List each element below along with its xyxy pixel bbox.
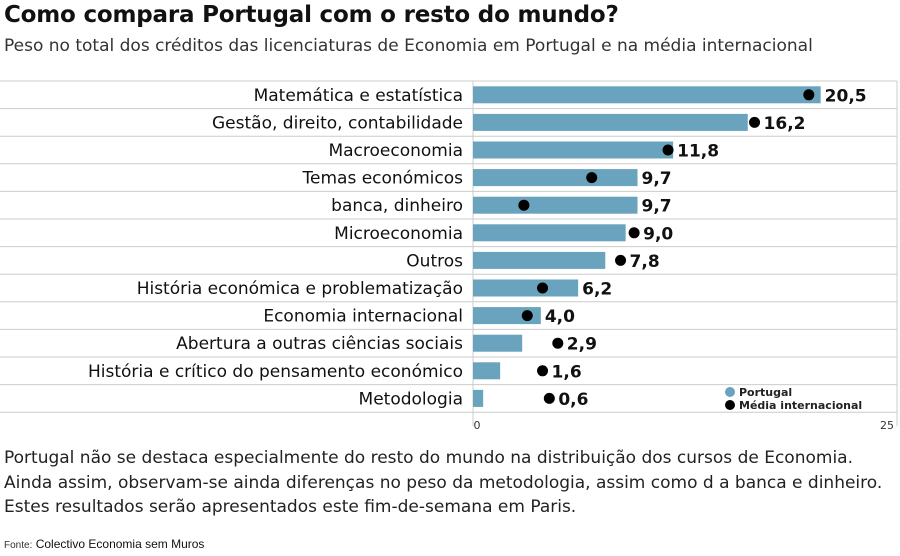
- data-label: 9,7: [642, 169, 672, 189]
- bar-portugal: [473, 334, 523, 352]
- category-label: Outros: [406, 251, 463, 271]
- legend-marker-media: [725, 400, 735, 410]
- data-label: 0,6: [558, 390, 588, 410]
- data-label: 7,8: [630, 252, 660, 272]
- data-label: 4,0: [545, 307, 575, 327]
- x-tick-label: 25: [880, 419, 894, 432]
- category-label: Macroeconomia: [328, 141, 463, 161]
- legend-marker-portugal: [725, 387, 735, 397]
- dot-media-internacional: [628, 227, 640, 239]
- bar-portugal: [473, 279, 579, 297]
- dot-media-internacional: [615, 254, 627, 266]
- data-label: 9,7: [642, 197, 672, 217]
- category-label: História económica e problematização: [137, 279, 463, 299]
- category-label: Temas económicos: [302, 169, 464, 189]
- bar-portugal: [473, 113, 748, 131]
- source-label: Fonte:: [4, 540, 33, 551]
- bar-portugal: [473, 251, 606, 269]
- category-label: banca, dinheiro: [331, 196, 463, 216]
- data-label: 9,0: [643, 224, 673, 244]
- x-tick-label: 0: [474, 419, 481, 432]
- chart-note: Portugal não se destaca especialmente do…: [4, 448, 883, 517]
- data-label: 6,2: [582, 280, 612, 300]
- chart-subtitle: Peso no total dos créditos das licenciat…: [4, 36, 813, 56]
- bar-portugal: [473, 141, 674, 159]
- dot-media-internacional: [803, 89, 815, 101]
- bar-portugal: [473, 86, 821, 104]
- dot-media-internacional: [537, 282, 549, 294]
- category-label: Economia internacional: [263, 307, 463, 327]
- category-label: Matemática e estatística: [254, 86, 463, 106]
- dot-media-internacional: [662, 144, 674, 156]
- dot-media-internacional: [586, 172, 598, 184]
- bar-portugal: [473, 362, 501, 380]
- data-label: 11,8: [677, 142, 719, 162]
- bar-portugal: [473, 169, 638, 187]
- dot-media-internacional: [543, 392, 555, 404]
- category-label: Abertura a outras ciências sociais: [176, 334, 463, 354]
- category-label: Microeconomia: [334, 224, 463, 244]
- data-label: 20,5: [825, 86, 867, 106]
- bar-portugal: [473, 389, 484, 407]
- legend-label-portugal: Portugal: [739, 386, 792, 399]
- data-label: 2,9: [567, 335, 597, 355]
- legend-label-media: Média internacional: [739, 399, 862, 412]
- bar-portugal: [473, 196, 638, 214]
- data-label: 16,2: [764, 114, 806, 134]
- chart-title: Como compara Portugal com o resto do mun…: [4, 2, 619, 28]
- category-label: Gestão, direito, contabilidade: [212, 113, 463, 133]
- dot-media-internacional: [749, 116, 761, 128]
- dot-media-internacional: [521, 310, 533, 322]
- dot-media-internacional: [537, 365, 549, 377]
- source-value: Colectivo Economia sem Muros: [35, 537, 205, 551]
- bar-chart: Matemática e estatística 20,5 Gestão, dire…: [0, 80, 898, 432]
- dot-media-internacional: [518, 199, 530, 211]
- category-label: Metodologia: [359, 389, 463, 409]
- data-label: 1,6: [552, 362, 582, 382]
- category-label: História e crítico do pensamento económi…: [88, 362, 463, 382]
- dot-media-internacional: [552, 337, 564, 349]
- bar-portugal: [473, 224, 626, 242]
- source: Fonte: Colectivo Economia sem Muros: [4, 537, 204, 551]
